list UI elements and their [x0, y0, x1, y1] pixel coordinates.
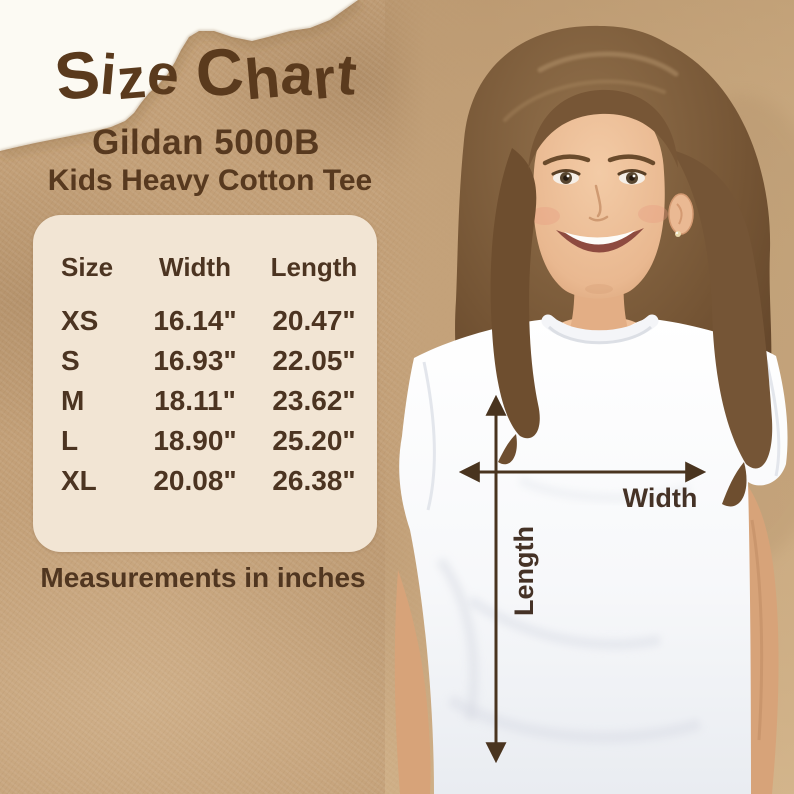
table-row: XS 16.14" 20.47" — [33, 301, 377, 341]
col-header-width: Width — [159, 251, 231, 282]
width-arrow-label: Width — [622, 483, 698, 513]
size-cell: XL — [61, 465, 97, 496]
length-cell: 26.38" — [272, 465, 356, 496]
col-header-length: Length — [270, 251, 358, 282]
earring-stud — [675, 231, 681, 237]
girl-hair-front — [490, 51, 773, 507]
product-model: Gildan 5000B — [92, 123, 320, 162]
girl-face — [530, 96, 668, 299]
size-table-card: Size Width Length XS 16.14" 20.47" S 16.… — [33, 215, 377, 552]
nose — [588, 184, 609, 222]
length-arrow-label: Length — [509, 526, 539, 616]
width-cell: 16.93" — [153, 345, 237, 376]
table-row: XL 20.08" 26.38" — [33, 461, 377, 501]
eyes — [551, 169, 647, 185]
product-name: Kids Heavy Cotton Tee — [47, 164, 373, 197]
eyebrow — [542, 154, 591, 166]
girl-ear — [668, 193, 694, 237]
width-cell: 20.08" — [153, 465, 237, 496]
length-cell: 20.47" — [272, 305, 356, 336]
units-caption: Measurements in inches — [40, 562, 366, 593]
size-cell: L — [61, 425, 79, 456]
table-row: S 16.93" 22.05" — [33, 341, 377, 381]
size-cell: S — [61, 345, 80, 376]
width-cell: 18.90" — [153, 425, 237, 456]
length-cell: 23.62" — [272, 385, 356, 416]
size-cell: M — [61, 385, 85, 416]
smile — [556, 228, 644, 253]
length-cell: 22.05" — [272, 345, 356, 376]
page-title: Size Chart — [50, 33, 360, 115]
width-cell: 18.11" — [154, 385, 236, 416]
collar — [541, 314, 659, 344]
eyebrow — [607, 154, 656, 166]
measure-arrows — [458, 394, 707, 764]
col-header-size: Size — [61, 251, 114, 282]
table-body: XS 16.14" 20.47" S 16.93" 22.05" M 18.11… — [33, 301, 377, 501]
torn-paper-corner — [0, 0, 363, 159]
width-cell: 16.14" — [153, 305, 237, 336]
size-cell: XS — [61, 305, 99, 336]
table-row: L 18.90" 25.20" — [33, 421, 377, 461]
table-header-row: Size Width Length — [33, 251, 377, 283]
table-row: M 18.11" 23.62" — [33, 381, 377, 421]
length-cell: 25.20" — [272, 425, 356, 456]
